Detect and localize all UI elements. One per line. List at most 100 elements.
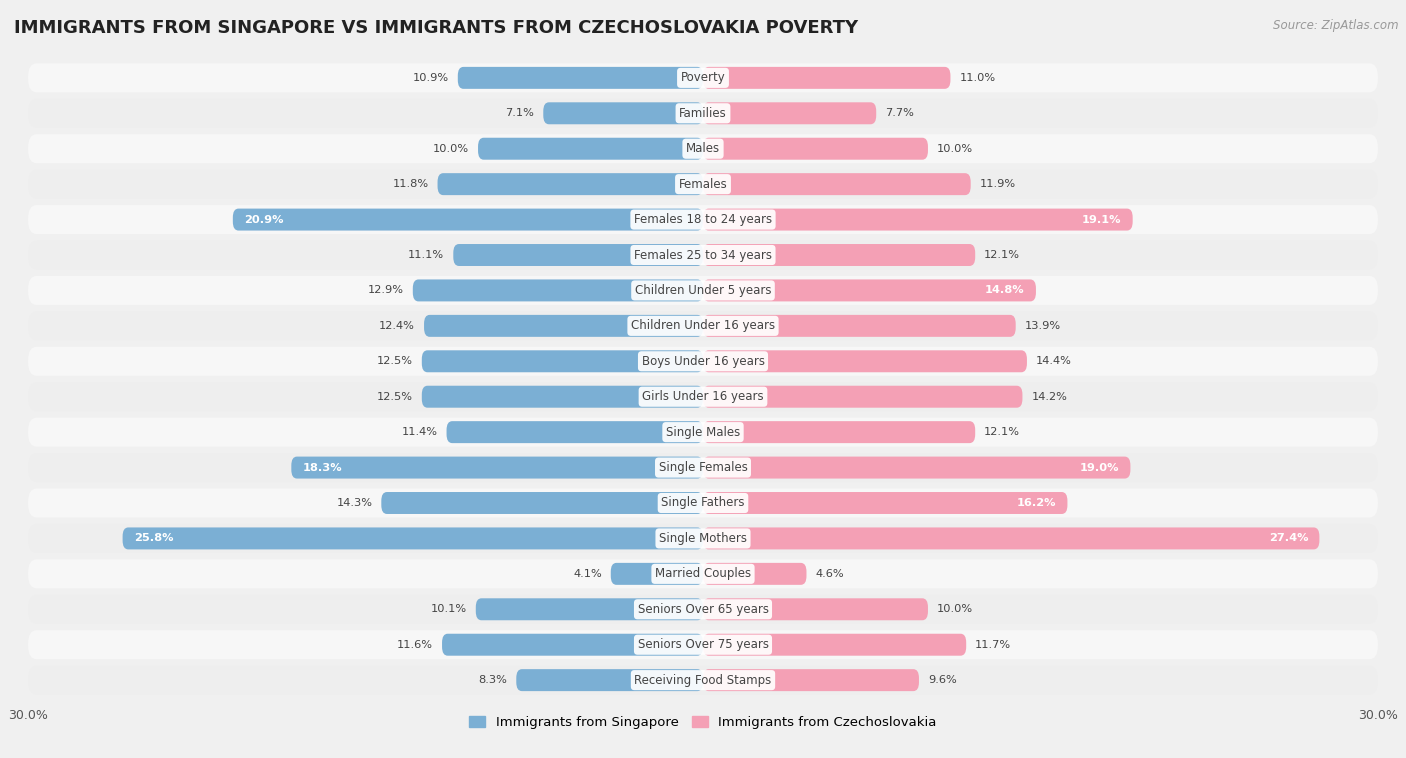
FancyBboxPatch shape	[703, 492, 1067, 514]
Text: 10.1%: 10.1%	[430, 604, 467, 614]
Text: Boys Under 16 years: Boys Under 16 years	[641, 355, 765, 368]
FancyBboxPatch shape	[703, 244, 976, 266]
Text: 7.7%: 7.7%	[886, 108, 914, 118]
Text: 11.6%: 11.6%	[396, 640, 433, 650]
Text: Seniors Over 65 years: Seniors Over 65 years	[637, 603, 769, 615]
FancyBboxPatch shape	[28, 64, 1378, 92]
FancyBboxPatch shape	[28, 312, 1378, 340]
FancyBboxPatch shape	[437, 173, 703, 195]
FancyBboxPatch shape	[703, 280, 1036, 302]
Text: 13.9%: 13.9%	[1025, 321, 1060, 330]
Text: 19.0%: 19.0%	[1080, 462, 1119, 472]
FancyBboxPatch shape	[425, 315, 703, 337]
Text: 12.5%: 12.5%	[377, 392, 413, 402]
FancyBboxPatch shape	[291, 456, 703, 478]
Text: Children Under 5 years: Children Under 5 years	[634, 284, 772, 297]
FancyBboxPatch shape	[28, 595, 1378, 624]
Text: 9.6%: 9.6%	[928, 675, 956, 685]
FancyBboxPatch shape	[610, 563, 703, 585]
Legend: Immigrants from Singapore, Immigrants from Czechoslovakia: Immigrants from Singapore, Immigrants fr…	[464, 710, 942, 735]
FancyBboxPatch shape	[422, 350, 703, 372]
FancyBboxPatch shape	[381, 492, 703, 514]
Text: 4.6%: 4.6%	[815, 568, 844, 579]
FancyBboxPatch shape	[703, 634, 966, 656]
Text: Single Mothers: Single Mothers	[659, 532, 747, 545]
Text: 27.4%: 27.4%	[1268, 534, 1308, 543]
Text: 11.8%: 11.8%	[392, 179, 429, 190]
Text: Poverty: Poverty	[681, 71, 725, 84]
FancyBboxPatch shape	[447, 421, 703, 443]
Text: IMMIGRANTS FROM SINGAPORE VS IMMIGRANTS FROM CZECHOSLOVAKIA POVERTY: IMMIGRANTS FROM SINGAPORE VS IMMIGRANTS …	[14, 19, 858, 37]
FancyBboxPatch shape	[703, 528, 1319, 550]
FancyBboxPatch shape	[703, 315, 1015, 337]
Text: Single Fathers: Single Fathers	[661, 496, 745, 509]
Text: Males: Males	[686, 143, 720, 155]
Text: 14.4%: 14.4%	[1036, 356, 1071, 366]
FancyBboxPatch shape	[28, 205, 1378, 234]
FancyBboxPatch shape	[703, 173, 970, 195]
FancyBboxPatch shape	[28, 170, 1378, 199]
FancyBboxPatch shape	[28, 382, 1378, 412]
FancyBboxPatch shape	[703, 350, 1026, 372]
Text: 4.1%: 4.1%	[574, 568, 602, 579]
Text: Single Females: Single Females	[658, 461, 748, 474]
FancyBboxPatch shape	[703, 598, 928, 620]
Text: 14.3%: 14.3%	[336, 498, 373, 508]
Text: Married Couples: Married Couples	[655, 567, 751, 581]
FancyBboxPatch shape	[28, 240, 1378, 270]
Text: Children Under 16 years: Children Under 16 years	[631, 319, 775, 332]
FancyBboxPatch shape	[703, 208, 1133, 230]
Text: Females 25 to 34 years: Females 25 to 34 years	[634, 249, 772, 262]
Text: 19.1%: 19.1%	[1083, 215, 1122, 224]
Text: 11.9%: 11.9%	[980, 179, 1015, 190]
FancyBboxPatch shape	[458, 67, 703, 89]
Text: 12.9%: 12.9%	[368, 286, 404, 296]
FancyBboxPatch shape	[703, 102, 876, 124]
Text: 25.8%: 25.8%	[134, 534, 173, 543]
FancyBboxPatch shape	[478, 138, 703, 160]
Text: 7.1%: 7.1%	[505, 108, 534, 118]
FancyBboxPatch shape	[28, 559, 1378, 588]
Text: Source: ZipAtlas.com: Source: ZipAtlas.com	[1274, 19, 1399, 32]
Text: Females: Females	[679, 177, 727, 191]
Text: 10.0%: 10.0%	[433, 144, 470, 154]
Text: 12.5%: 12.5%	[377, 356, 413, 366]
Text: Receiving Food Stamps: Receiving Food Stamps	[634, 674, 772, 687]
Text: 10.0%: 10.0%	[936, 144, 973, 154]
Text: Females 18 to 24 years: Females 18 to 24 years	[634, 213, 772, 226]
FancyBboxPatch shape	[441, 634, 703, 656]
FancyBboxPatch shape	[28, 134, 1378, 163]
Text: 18.3%: 18.3%	[302, 462, 342, 472]
FancyBboxPatch shape	[543, 102, 703, 124]
FancyBboxPatch shape	[28, 666, 1378, 694]
FancyBboxPatch shape	[703, 421, 976, 443]
Text: 14.8%: 14.8%	[986, 286, 1025, 296]
Text: Single Males: Single Males	[666, 426, 740, 439]
Text: 11.1%: 11.1%	[408, 250, 444, 260]
Text: Girls Under 16 years: Girls Under 16 years	[643, 390, 763, 403]
Text: 11.0%: 11.0%	[959, 73, 995, 83]
Text: 11.7%: 11.7%	[976, 640, 1011, 650]
FancyBboxPatch shape	[28, 99, 1378, 128]
Text: 14.2%: 14.2%	[1032, 392, 1067, 402]
FancyBboxPatch shape	[233, 208, 703, 230]
FancyBboxPatch shape	[122, 528, 703, 550]
FancyBboxPatch shape	[422, 386, 703, 408]
Text: 16.2%: 16.2%	[1017, 498, 1056, 508]
FancyBboxPatch shape	[703, 386, 1022, 408]
Text: 8.3%: 8.3%	[478, 675, 508, 685]
FancyBboxPatch shape	[413, 280, 703, 302]
Text: Families: Families	[679, 107, 727, 120]
FancyBboxPatch shape	[516, 669, 703, 691]
FancyBboxPatch shape	[703, 138, 928, 160]
FancyBboxPatch shape	[28, 524, 1378, 553]
FancyBboxPatch shape	[703, 669, 920, 691]
FancyBboxPatch shape	[703, 67, 950, 89]
FancyBboxPatch shape	[28, 346, 1378, 376]
Text: 10.9%: 10.9%	[413, 73, 449, 83]
Text: 11.4%: 11.4%	[402, 428, 437, 437]
Text: 12.4%: 12.4%	[380, 321, 415, 330]
Text: 10.0%: 10.0%	[936, 604, 973, 614]
FancyBboxPatch shape	[703, 563, 807, 585]
Text: 12.1%: 12.1%	[984, 428, 1021, 437]
